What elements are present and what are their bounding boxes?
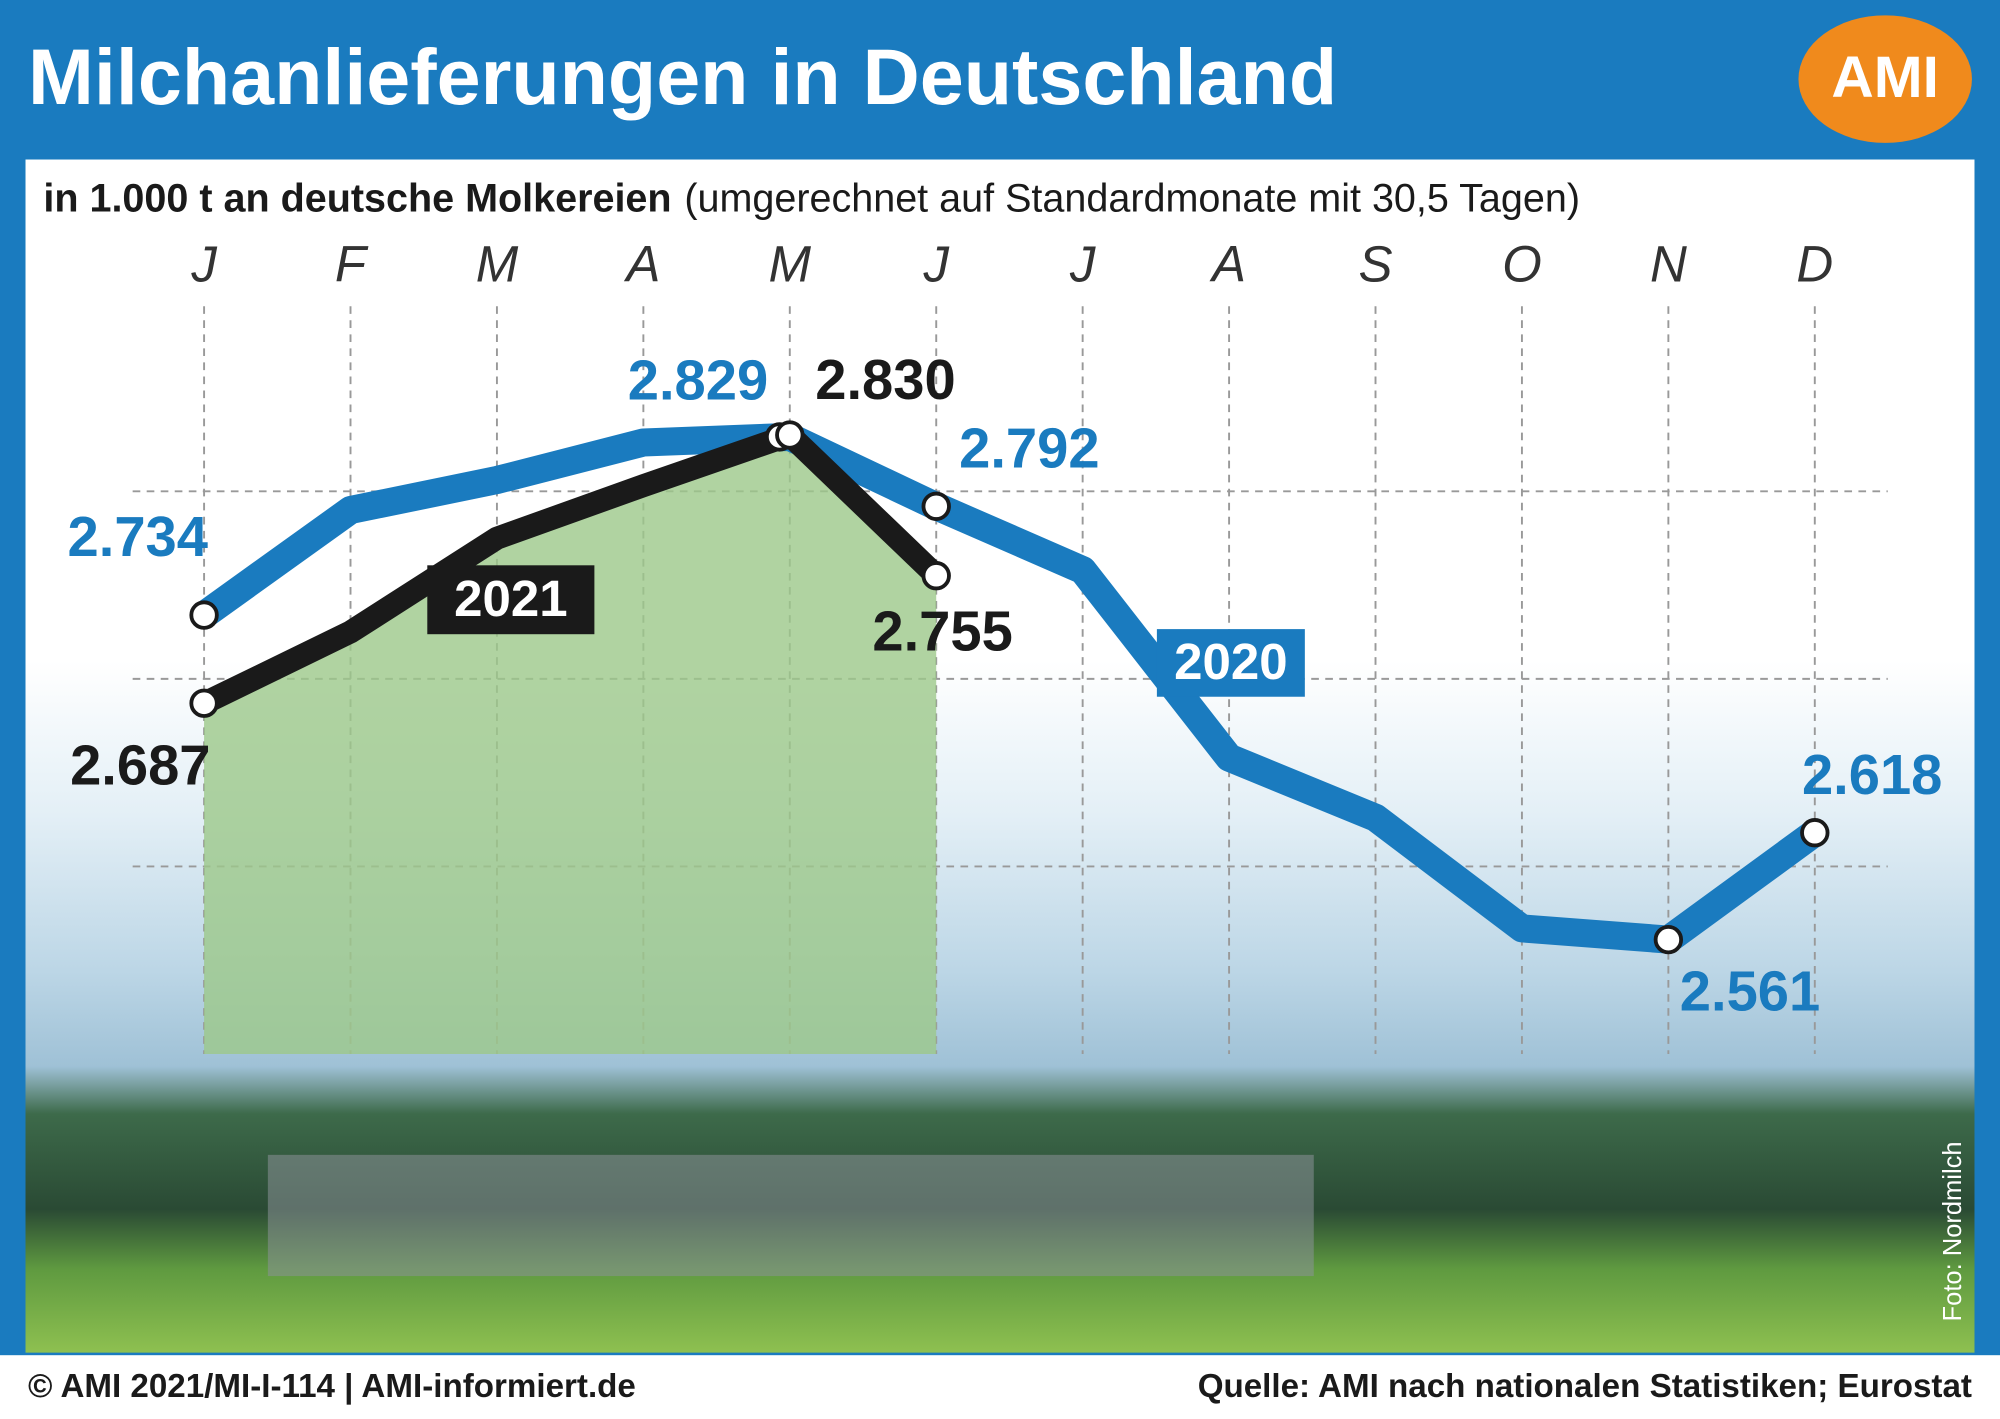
- legend-box: [427, 565, 595, 635]
- point-marker: [1800, 818, 1830, 848]
- footer-left: © AMI 2021/MI-I-114 | AMI-informiert.de: [28, 1368, 636, 1405]
- legend-label: 2021: [454, 570, 567, 627]
- data-label: 2.829: [628, 348, 768, 411]
- chart-title: Milchanlieferungen in Deutschland: [28, 32, 1337, 121]
- point-marker: [921, 491, 951, 521]
- point-marker: [1653, 924, 1684, 955]
- x-tick-label: A: [1209, 235, 1246, 292]
- data-label: 2.618: [1802, 743, 1942, 806]
- x-tick-label: M: [769, 235, 812, 292]
- subtitle-bold: in 1.000 t an deutsche Molkereien: [43, 177, 671, 221]
- logo: AMI: [1831, 45, 1939, 110]
- data-label: 2.792: [959, 417, 1099, 480]
- x-tick-label: A: [623, 235, 660, 292]
- point-marker: [921, 561, 951, 591]
- footer-background: [0, 1355, 2000, 1419]
- logo-badge: [1798, 15, 1972, 143]
- subtitle-normal: (umgerechnet auf Standardmonate mit 30,5…: [684, 177, 1580, 221]
- point-marker: [189, 600, 219, 630]
- x-tick-label: J: [922, 235, 949, 292]
- x-tick-label: J: [1069, 235, 1096, 292]
- legend-label: 2020: [1174, 633, 1287, 690]
- x-tick-label: F: [335, 235, 369, 292]
- legend-box: [1156, 629, 1305, 697]
- area: [204, 435, 937, 1055]
- x-tick-label: M: [476, 235, 519, 292]
- data-label: 2.734: [68, 505, 208, 568]
- x-tick-label: S: [1358, 235, 1392, 292]
- x-tick-label: J: [190, 235, 217, 292]
- photo-credit: Foto: Nordmilch: [1939, 1141, 1967, 1321]
- line: [195, 422, 1824, 954]
- data-label: 2.755: [872, 599, 1012, 662]
- point-marker: [775, 420, 805, 450]
- x-tick-label: D: [1796, 235, 1833, 292]
- x-tick-label: O: [1502, 235, 1542, 292]
- x-tick-label: N: [1650, 235, 1687, 292]
- data-label: 2.687: [70, 733, 210, 796]
- line: [199, 423, 945, 714]
- data-label: 2.561: [1680, 960, 1820, 1023]
- truck-photo: [267, 1154, 1314, 1277]
- data-label: 2.830: [815, 348, 955, 411]
- footer-right: Quelle: AMI nach nationalen Statistiken;…: [1198, 1368, 1972, 1405]
- point-marker: [189, 688, 219, 718]
- subtitle: in 1.000 t an deutsche Molkereien (umgere…: [43, 177, 1580, 221]
